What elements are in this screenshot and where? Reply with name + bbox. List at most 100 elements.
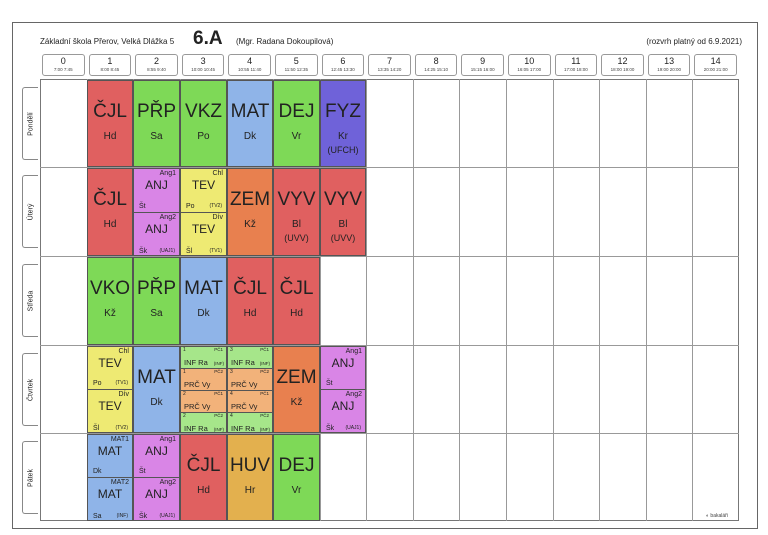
subject: PŘP	[136, 278, 177, 299]
teacher: Sa	[150, 131, 163, 142]
teacher: Vr	[291, 485, 302, 496]
lesson-number: 1	[183, 369, 186, 375]
group-lesson: Chl TEV Po (TV2)	[181, 169, 226, 213]
column-divider	[692, 79, 693, 521]
teacher: Sa	[93, 513, 102, 520]
group-lesson: 4 PČ2 INF Ra (INF)	[228, 413, 272, 432]
day-label: Úterý	[27, 203, 34, 220]
group: PČ2	[214, 369, 223, 374]
group-lesson: Dív TEV Šl (TV1)	[181, 213, 226, 255]
period-number: 10	[524, 56, 535, 66]
period-number: 4	[247, 56, 253, 66]
period-header-8: 8 14:25 15:10	[414, 54, 458, 76]
school-name: Základní škola Přerov, Velká Dlážka 5	[40, 37, 175, 46]
day-tab-tuesday: Úterý	[22, 175, 38, 248]
class-name: 6.A	[193, 28, 223, 49]
lesson-thu-5: ZEM Kž	[273, 346, 320, 433]
teacher: Bl	[292, 219, 301, 230]
subject: MAT	[97, 444, 123, 458]
room: (TV1)	[209, 248, 223, 254]
group-lesson: Ang1 ANJ Št	[321, 347, 365, 390]
lesson-fri-5: DEJ Vr	[273, 434, 320, 521]
teacher: Hd	[103, 219, 117, 230]
column-divider	[506, 79, 507, 521]
period-time: 8:00 8:45	[100, 67, 120, 72]
teacher: Vr	[291, 131, 302, 142]
subject: ČJL	[279, 278, 314, 299]
period-number: 3	[200, 56, 206, 66]
period-number: 12	[617, 56, 628, 66]
lesson-wed-1: VKO Kž	[87, 257, 133, 345]
lesson-fri-4: HUV Hr	[227, 434, 273, 521]
period-time: 14:25 15:10	[424, 67, 448, 72]
subject: ZEM	[229, 189, 271, 210]
group: Ang1	[345, 348, 362, 355]
group: PČ2	[260, 369, 269, 374]
room: (UAJ1)	[159, 513, 175, 519]
group-lesson: 3 PČ2 PRČ Vy	[228, 369, 272, 391]
subject: VYV	[323, 189, 363, 210]
group-lesson: 3 PČ1 INF Ra (INF)	[228, 347, 272, 369]
period-header-5: 5 11:50 12:35	[275, 54, 318, 76]
teacher: Hd	[290, 308, 303, 319]
group: PČ1	[214, 391, 223, 396]
room: (UAJ1)	[345, 425, 361, 431]
subject: TEV	[98, 356, 122, 370]
teacher: Kr	[338, 131, 348, 142]
column-divider	[553, 79, 554, 521]
teacher: Dk	[150, 397, 163, 408]
group: PČ2	[260, 413, 269, 418]
subject: ZEM	[276, 367, 317, 388]
lesson-tue-6: VYV Bl (UVV)	[320, 168, 366, 256]
period-number: 9	[480, 56, 486, 66]
subject: ANJ	[145, 444, 168, 458]
lesson-number: 4	[230, 391, 233, 397]
group-lesson: Ang2 ANJ Šk (UAJ1)	[134, 213, 179, 255]
subject: VKZ	[185, 101, 222, 122]
lesson-tue-2: Ang1 ANJ Št Ang2 ANJ Šk (UAJ1)	[133, 168, 180, 256]
period-number: 2	[153, 56, 159, 66]
period-time: 20:00 21:00	[703, 67, 728, 72]
lesson-wed-4: ČJL Hd	[227, 257, 273, 345]
group-lesson: MAT2 MAT Sa (INF)	[88, 478, 132, 520]
subject: ČJL	[186, 455, 221, 476]
subject: MAT	[184, 278, 223, 299]
teacher: Šk	[326, 425, 335, 432]
room: (UFCH)	[327, 145, 359, 155]
group-lesson: Dív TEV Šl (TV2)	[88, 390, 132, 432]
subject: DEJ	[278, 101, 315, 122]
room: (TV1)	[115, 380, 129, 386]
period-number: 14	[710, 56, 721, 66]
period-number: 13	[664, 56, 675, 66]
group-lesson: 2 PČ1 PRČ Vy	[181, 391, 226, 413]
room: (TV2)	[209, 203, 223, 209]
group-lesson: MAT1 MAT Dk	[88, 435, 132, 478]
subject: VKO	[89, 278, 131, 299]
lesson-number: 3	[230, 369, 233, 375]
timetable-grid	[40, 79, 739, 521]
teacher: Bl	[338, 219, 348, 230]
group: PČ1	[260, 347, 269, 352]
period-time: 18:00 19:00	[610, 67, 635, 72]
period-time: 17:00 18:00	[564, 67, 588, 72]
column-divider	[459, 79, 460, 521]
group-lesson: 1 PČ1 INF Ra (INF)	[181, 347, 226, 369]
lesson-thu-2: MAT Dk	[133, 346, 180, 433]
lesson-mon-6: FYZ Kr (UFCH)	[320, 80, 366, 167]
period-time: 10:55 11:40	[237, 67, 262, 72]
room: (INF)	[213, 361, 224, 366]
group-lesson: Ang1 ANJ Št	[134, 169, 179, 213]
period-header-7: 7 13:35 14:20	[368, 54, 411, 76]
room: (INF)	[259, 361, 270, 366]
teacher: Hd	[243, 308, 257, 319]
period-number: 11	[571, 56, 581, 66]
column-divider	[366, 79, 367, 521]
teacher: Po	[186, 203, 195, 210]
group: Ang2	[159, 214, 176, 221]
subject: MAT	[230, 101, 270, 122]
lesson-mon-3: VKZ Po	[180, 80, 227, 167]
subject: TEV	[191, 222, 216, 236]
lesson-number: 2	[183, 413, 186, 419]
teacher: Kž	[290, 397, 303, 408]
